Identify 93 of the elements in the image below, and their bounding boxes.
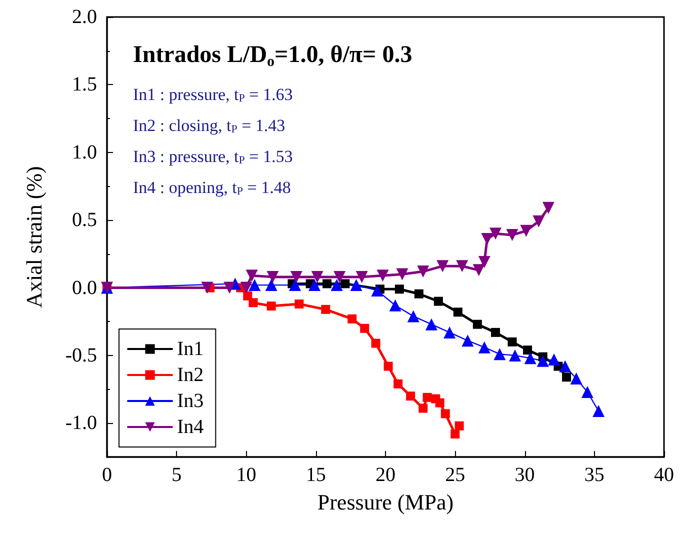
point — [311, 270, 324, 283]
point — [418, 404, 428, 413]
x-tick-label: 5 — [172, 464, 182, 486]
point — [542, 202, 554, 214]
point — [414, 289, 424, 298]
point — [389, 299, 402, 312]
point — [422, 392, 432, 402]
point — [436, 260, 449, 272]
point — [265, 279, 278, 292]
x-tick-label: 40 — [654, 464, 674, 486]
point — [321, 304, 330, 314]
point — [425, 318, 438, 330]
point — [246, 270, 258, 282]
point — [371, 338, 380, 348]
point — [360, 324, 370, 333]
point — [472, 320, 482, 329]
point — [266, 302, 276, 311]
x-tick-label: 10 — [236, 464, 256, 486]
point — [444, 326, 456, 338]
legend-label: In2 — [177, 364, 204, 386]
y-tick-label: -1.0 — [65, 412, 97, 434]
point — [308, 279, 320, 292]
point — [248, 279, 261, 292]
point — [266, 270, 279, 283]
point — [462, 334, 474, 347]
point — [570, 372, 582, 384]
point — [481, 233, 494, 246]
x-axis-title: Pressure (MPa) — [317, 490, 454, 514]
point — [294, 300, 304, 309]
point — [384, 362, 393, 371]
x-tick-label: 0 — [102, 464, 112, 486]
point — [494, 348, 506, 360]
y-axis-title: Axial strain (%) — [22, 166, 46, 308]
point — [523, 346, 532, 355]
y-tick-label: -0.5 — [65, 344, 97, 366]
point — [434, 296, 443, 306]
point — [394, 284, 404, 294]
y-tick-label: 1.5 — [72, 74, 97, 96]
point — [406, 392, 416, 401]
point — [334, 270, 346, 283]
point — [322, 279, 332, 288]
y-tick-label: 0.5 — [72, 209, 97, 232]
point — [548, 354, 560, 366]
point — [201, 282, 214, 294]
point — [520, 224, 532, 237]
y-tick-label: 0.0 — [72, 276, 97, 299]
legend-label: In4 — [177, 416, 204, 438]
y-tick-label: 2.0 — [72, 6, 97, 28]
point — [435, 398, 444, 408]
point — [562, 372, 572, 382]
point — [592, 404, 605, 417]
point — [371, 284, 384, 296]
point — [490, 228, 502, 240]
point — [350, 279, 362, 292]
point — [532, 215, 545, 228]
point — [330, 279, 343, 292]
point — [396, 268, 408, 280]
point — [224, 282, 236, 294]
point — [491, 328, 500, 337]
point — [450, 429, 460, 438]
point — [536, 354, 549, 367]
point — [472, 264, 485, 276]
x-tick-label: 20 — [376, 464, 396, 486]
x-tick-label: 15 — [306, 464, 326, 486]
point — [559, 360, 572, 372]
x-tick-label: 30 — [514, 464, 535, 486]
point — [456, 260, 468, 272]
point — [356, 270, 368, 283]
point — [417, 266, 430, 278]
point — [240, 282, 252, 294]
point — [478, 341, 490, 354]
point — [348, 314, 357, 324]
legend-label: In1 — [177, 338, 204, 360]
y-tick-label: 1.0 — [72, 141, 97, 164]
point — [290, 270, 302, 283]
point — [248, 298, 258, 308]
point — [440, 409, 450, 418]
point — [340, 279, 350, 288]
point — [288, 279, 301, 292]
point — [376, 270, 389, 282]
point — [478, 256, 490, 268]
point — [524, 352, 536, 364]
point — [454, 421, 464, 430]
point — [453, 308, 462, 317]
x-tick-label: 35 — [584, 464, 604, 486]
point — [394, 379, 403, 388]
point — [581, 386, 594, 398]
x-tick-label: 25 — [445, 464, 466, 486]
point — [508, 337, 517, 346]
point — [506, 228, 518, 241]
point — [407, 310, 420, 322]
legend-label: In3 — [177, 390, 204, 412]
point — [509, 349, 522, 362]
